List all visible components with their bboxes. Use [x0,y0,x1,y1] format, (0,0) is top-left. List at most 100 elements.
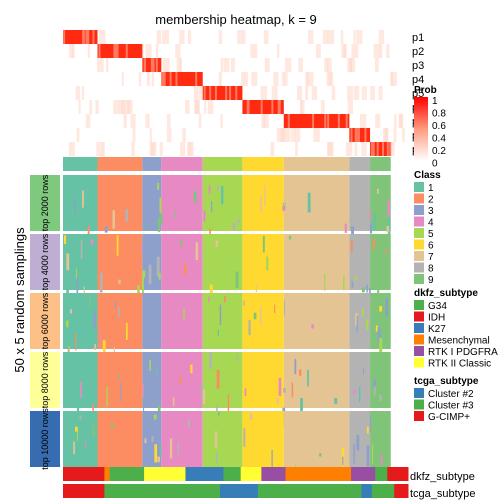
tcga-legend-title: tcga_subtype [414,376,479,387]
sampling-cell [369,222,373,234]
sampling-cell [354,275,357,281]
sampling-cell [377,326,381,344]
sampling-cell [278,377,282,396]
prob-cell [271,100,274,114]
sampling-cell [142,275,144,294]
sampling-cell [340,181,343,195]
sampling-cell [157,182,160,190]
sampling-block-7 [283,234,350,290]
dkfz-legend-label: RTK I PDGFRA [428,347,498,358]
prob-cell [378,86,383,100]
sampling-cell [142,270,146,278]
tcga-segment [219,484,259,498]
prob-color-ramp [414,97,428,161]
prob-cell [220,58,224,72]
row-group-strip: top 2000 rows top 4000 rows top 6000 rows t… [30,174,60,470]
tcga-segment [371,484,395,498]
prob-cell [399,114,403,128]
sampling-cell [221,186,224,205]
prob-block-p7 [283,114,350,128]
sampling-cell [361,308,364,317]
prob-cell [340,30,344,44]
prob-cell [280,128,286,142]
sampling-cell [203,211,206,222]
prob-cell [353,30,356,44]
prob-cell [132,128,136,142]
prob-cell [283,128,291,142]
prob-cell [85,30,88,44]
sampling-cell [180,239,183,247]
row-group-label: top 10000 rows [40,408,50,470]
class-legend-swatch [414,228,424,238]
prob-cell [273,72,279,86]
prob-cell [229,86,232,100]
sampling-cell [79,415,82,420]
prob-cell [203,86,206,100]
sampling-cell [282,205,286,211]
prob-cell [386,142,389,156]
sampling-cell [221,440,223,448]
prob-cell [159,142,163,156]
sampling-cell [262,235,265,253]
prob-cell [237,30,244,44]
prob-cell [150,142,155,156]
sampling-cell [264,185,266,207]
tcga-legend-swatch [414,399,424,410]
sampling-cell [344,223,347,233]
prob-cell [287,114,290,128]
sampling-cell [379,337,383,352]
class-bar-segment-9 [370,157,391,171]
prob-cell [311,86,318,100]
tcga-subtype-bar [63,484,409,498]
sampling-cell [125,322,128,341]
prob-cell [246,100,249,114]
prob-cell [328,72,332,86]
sampling-block-4 [161,175,203,231]
class-bar-segment-1 [63,157,98,171]
prob-cell [345,142,353,156]
prob-cell [87,30,90,44]
class-legend-label: 8 [428,264,434,275]
sampling-cell [158,273,161,280]
sampling-cell [334,397,338,404]
row-group-block [30,234,60,290]
sampling-cell [160,444,162,458]
prob-cell [305,72,309,86]
sampling-block-6 [242,411,284,467]
class-bar-segment-3 [142,157,162,171]
sampling-cell [379,305,383,312]
sampling-block-3 [142,352,162,408]
prob-cell [347,58,353,72]
dkfz-segment [387,467,409,481]
sampling-cell [243,428,246,447]
sampling-cell [104,226,108,233]
sampling-cell [118,306,120,318]
prob-cell [85,114,91,128]
sampling-cell [356,316,358,333]
prob-cell [327,114,330,128]
sampling-cell [260,306,262,326]
prob-legend-ticks: 1 0.80.6 0.40.2 0 [432,96,446,170]
sampling-cell [223,295,226,303]
class-bar-segment-2 [97,157,143,171]
prob-cell [347,86,354,100]
dkfz-subtype-bar [63,467,409,481]
sampling-block-2 [97,411,143,467]
prob-block-p5 [202,86,243,100]
sampling-cell [76,277,79,296]
sampling-block-7 [283,293,350,349]
prob-cell [198,114,202,128]
class-legend-swatch [414,274,424,284]
prob-cell [68,142,75,156]
sampling-cell [118,279,121,284]
dkfz-legend-swatch [414,300,424,310]
sampling-heatmap [63,175,391,477]
sampling-cell [232,222,236,231]
sampling-cell [286,184,288,204]
class-bar-segment-8 [349,157,371,171]
prob-cell [354,128,357,142]
prob-cell [320,100,325,114]
prob-block-p6 [242,100,284,114]
dkfz-legend-swatch [414,334,424,345]
dkfz-segment [144,467,186,481]
